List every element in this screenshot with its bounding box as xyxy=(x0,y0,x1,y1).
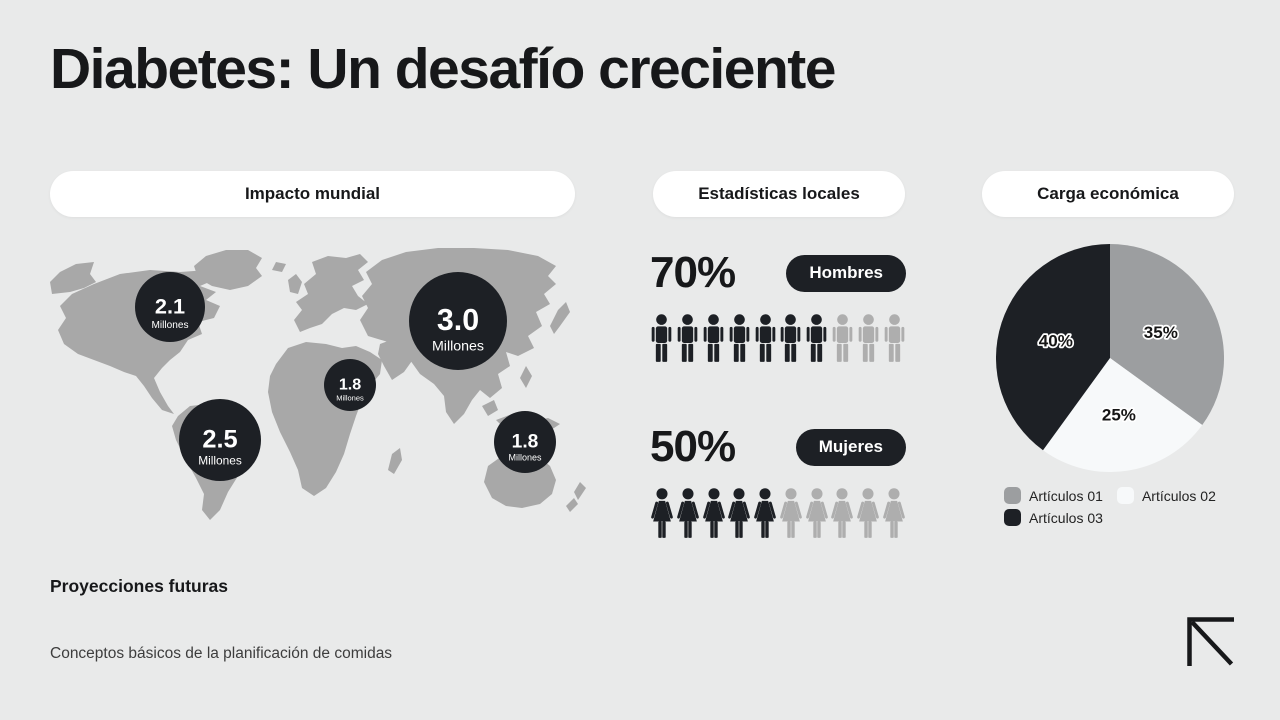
section-header-label: Carga económica xyxy=(1037,184,1179,203)
bubble-circle xyxy=(179,399,261,481)
legend-swatch xyxy=(1004,487,1021,504)
stat-label-pill: Hombres xyxy=(786,254,906,292)
stat-group-hombres: 70% Hombres xyxy=(650,248,906,366)
pictogram-row xyxy=(650,314,906,366)
bubble-unit: Millones xyxy=(198,454,242,468)
male-person-icon xyxy=(729,314,749,362)
male-person-icon xyxy=(755,314,775,362)
female-person-icon xyxy=(857,488,879,538)
stat-percent: 50% xyxy=(650,422,736,471)
female-person-icon xyxy=(754,488,776,538)
island-new-zealand-north xyxy=(574,482,586,500)
male-person-icon xyxy=(806,314,827,362)
legend-label: Artículos 01 xyxy=(1029,487,1103,504)
island-philippines xyxy=(520,366,532,388)
island-japan xyxy=(550,302,570,334)
bubble-unit: Millones xyxy=(508,453,542,463)
stat-group-mujeres: 50% Mujeres xyxy=(650,422,906,540)
stat-percent: 70% xyxy=(650,248,736,297)
pie-slice-label: 40% xyxy=(1039,331,1073,350)
section-header-label: Estadísticas locales xyxy=(698,184,860,203)
continent-europe xyxy=(294,254,368,332)
male-person-icon xyxy=(832,314,853,362)
island-madagascar xyxy=(388,448,402,474)
female-person-icon xyxy=(702,488,725,538)
pie-slice xyxy=(1110,244,1224,426)
bubble-value: 3.0 xyxy=(437,303,479,337)
female-person-icon xyxy=(676,488,699,538)
map-data-bubble: 2.1 Millones xyxy=(135,272,205,342)
male-person-icon xyxy=(651,314,672,362)
pie-slice-label: 25% xyxy=(1102,405,1136,424)
footer-caption: Conceptos básicos de la planificación de… xyxy=(50,645,393,662)
female-person-icon xyxy=(651,488,673,538)
bubble-unit: Millones xyxy=(336,394,364,403)
section-header-carga-economica: Carga económica xyxy=(982,171,1234,217)
arrow-up-left-icon[interactable] xyxy=(1184,614,1234,667)
bubble-value: 1.8 xyxy=(339,376,361,394)
legend-label: Artículos 02 xyxy=(1141,487,1216,504)
pie-legend: Artículos 01 Artículos 02 Artículos 03 xyxy=(1004,487,1216,526)
female-person-icon xyxy=(831,488,854,538)
pie-slice xyxy=(1042,358,1203,472)
continent-alaska xyxy=(50,262,96,294)
legend-swatch xyxy=(1116,487,1134,504)
male-person-icon xyxy=(884,314,905,362)
bubble-circle xyxy=(409,272,507,370)
demographics-panel: 70% Hombres 50% Mujeres xyxy=(650,248,906,540)
legend-item: Artículos 02 xyxy=(1116,487,1216,504)
legend-item: Artículos 03 xyxy=(1004,509,1103,526)
female-person-icon xyxy=(728,488,751,538)
pie-slice xyxy=(996,244,1110,451)
bubble-circle xyxy=(135,272,205,342)
footer-heading: Proyecciones futuras xyxy=(50,576,228,596)
island-uk xyxy=(288,274,302,294)
island-iceland xyxy=(272,262,286,272)
stat-header: 50% Mujeres xyxy=(650,422,906,471)
male-person-icon xyxy=(703,314,724,362)
bubble-value: 1.8 xyxy=(512,432,539,453)
legend-item: Artículos 01 xyxy=(1004,487,1103,504)
legend-label: Artículos 03 xyxy=(1029,509,1103,526)
bubble-unit: Millones xyxy=(432,338,484,354)
bubble-circle xyxy=(324,359,376,411)
section-header-impacto-mundial: Impacto mundial xyxy=(50,171,575,217)
island-sumatra xyxy=(482,400,498,416)
page-title: Diabetes: Un desafío creciente xyxy=(50,37,836,101)
male-person-icon xyxy=(781,314,801,362)
female-person-icon xyxy=(883,488,905,538)
male-person-icon xyxy=(858,314,879,362)
bubble-circle xyxy=(494,411,556,473)
pie-chart: 35% 25% 40% xyxy=(996,244,1224,472)
stat-label-pill: Mujeres xyxy=(795,428,906,466)
stat-header: 70% Hombres xyxy=(650,248,906,297)
bubble-value: 2.5 xyxy=(202,425,237,453)
pictogram-row xyxy=(650,488,906,540)
pie-slice-label: 35% xyxy=(1144,323,1178,342)
female-person-icon xyxy=(805,488,828,538)
male-person-icon xyxy=(677,314,698,362)
bubble-value: 2.1 xyxy=(155,293,185,318)
legend-swatch xyxy=(1004,509,1021,526)
bubble-unit: Millones xyxy=(151,320,188,331)
map-continents xyxy=(50,248,586,520)
female-person-icon xyxy=(779,488,802,538)
island-new-zealand-south xyxy=(566,498,578,512)
section-header-estadisticas-locales: Estadísticas locales xyxy=(653,171,905,217)
section-header-label: Impacto mundial xyxy=(244,184,381,203)
